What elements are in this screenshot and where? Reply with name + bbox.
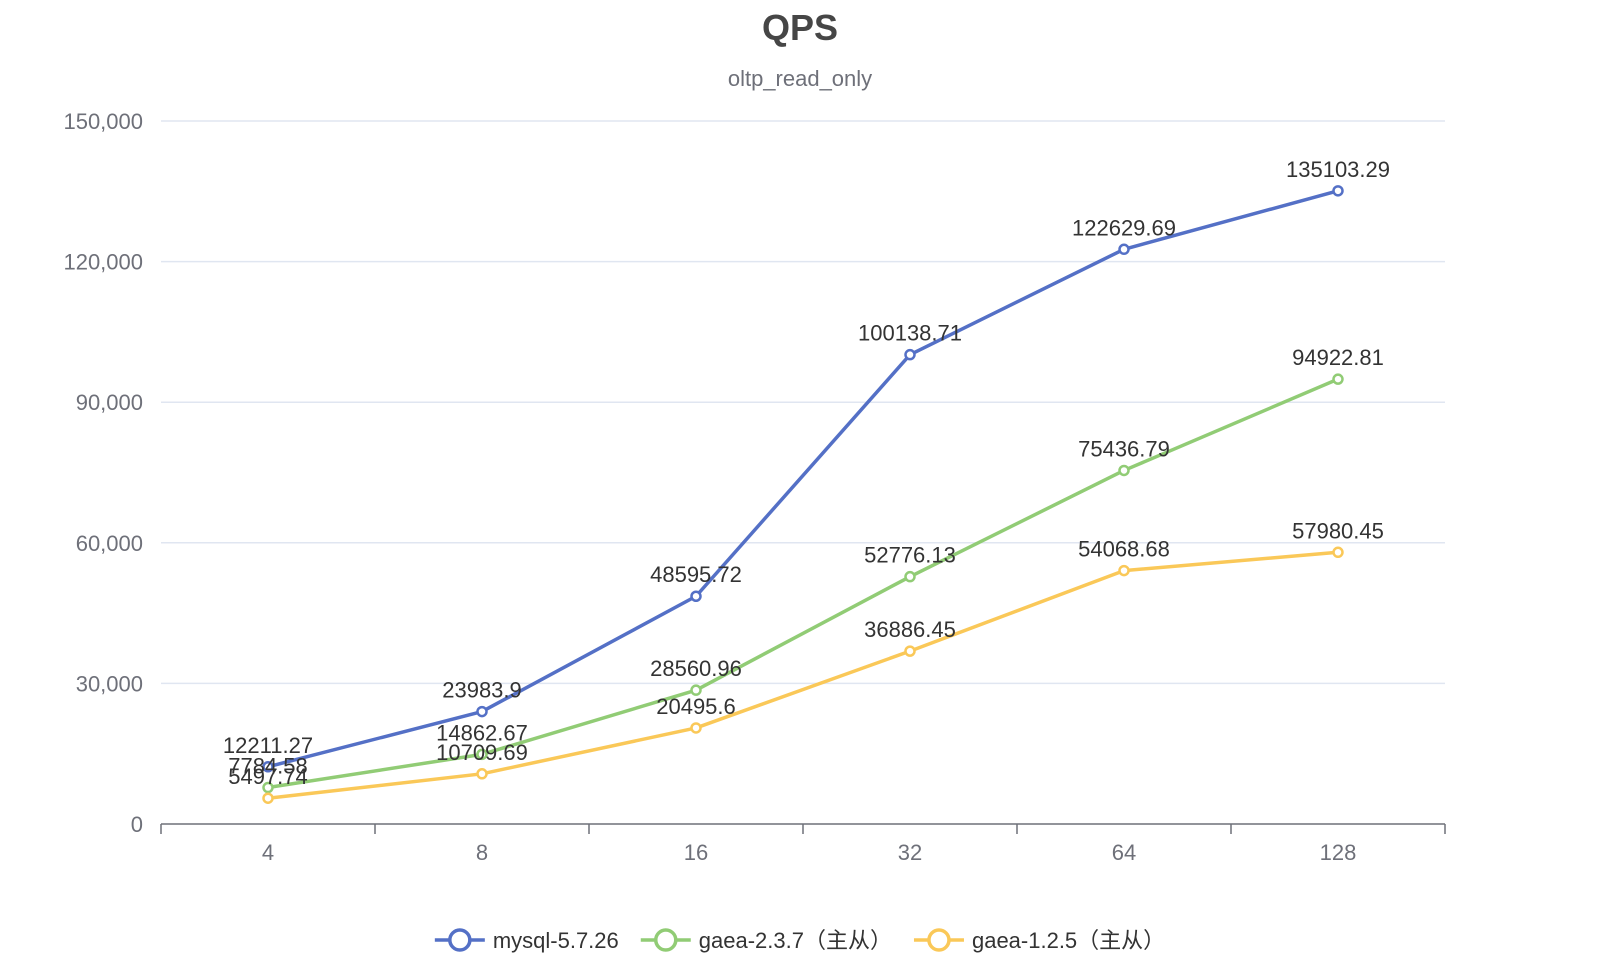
- legend-item[interactable]: gaea-2.3.7（主从）: [640, 928, 892, 953]
- data-point[interactable]: [262, 761, 274, 773]
- data-label: 100138.71: [858, 321, 962, 346]
- data-label: 12211.27: [223, 733, 313, 758]
- legend-circle-icon: [448, 928, 472, 952]
- data-point[interactable]: [1118, 464, 1130, 477]
- data-point[interactable]: [1332, 546, 1344, 559]
- data-label: 20495.6: [656, 694, 736, 719]
- data-label: 135103.29: [1286, 157, 1390, 182]
- y-tick-label: 90,000: [76, 390, 143, 415]
- x-tick-label: 8: [476, 840, 488, 865]
- series-line: [266, 550, 1340, 800]
- chart-title: QPS: [762, 7, 838, 48]
- legend-item[interactable]: gaea-1.2.5（主从）: [913, 928, 1165, 953]
- legend-label: gaea-1.2.5（主从）: [972, 928, 1165, 953]
- series-line: [266, 189, 1340, 769]
- data-label: 52776.13: [864, 543, 956, 568]
- data-point[interactable]: [1118, 564, 1130, 577]
- data-labels: 12211.27 23983.9 48595.72 100138.71 122629.6…: [223, 157, 1390, 789]
- data-point[interactable]: [690, 590, 702, 602]
- x-tick-label: 32: [898, 840, 922, 865]
- x-tick-label: 4: [262, 840, 274, 865]
- legend: mysql-5.7.26 gaea-2.3.7（主从） gaea-1.2.5（主从）: [434, 928, 1165, 953]
- data-point[interactable]: [476, 768, 488, 780]
- y-tick-label: 60,000: [76, 531, 143, 556]
- legend-label: mysql-5.7.26: [493, 928, 619, 953]
- legend-label: gaea-2.3.7（主从）: [699, 928, 892, 953]
- y-tick-label: 120,000: [63, 250, 143, 275]
- data-point[interactable]: [262, 792, 274, 804]
- legend-item[interactable]: mysql-5.7.26: [434, 928, 619, 953]
- data-point[interactable]: [1332, 185, 1344, 197]
- axes: 0 30,000 60,000 90,000 120,000 150,000 4 8 16 32 6…: [63, 109, 1446, 865]
- data-label: 14862.67: [436, 720, 528, 745]
- x-tick-label: 64: [1112, 840, 1136, 865]
- y-tick-label: 30,000: [76, 671, 143, 696]
- data-label: 54068.68: [1078, 537, 1170, 562]
- data-point[interactable]: [476, 705, 488, 718]
- data-point[interactable]: [1332, 373, 1344, 385]
- data-label: 10709.69: [436, 740, 528, 765]
- data-label: 57980.45: [1292, 518, 1384, 543]
- data-label: 28560.96: [650, 656, 742, 681]
- data-label: 75436.79: [1078, 436, 1170, 461]
- data-point[interactable]: [476, 748, 488, 761]
- x-tick-label: 128: [1320, 840, 1357, 865]
- data-point[interactable]: [904, 348, 916, 361]
- data-point[interactable]: [904, 645, 916, 657]
- data-label: 122629.69: [1072, 215, 1176, 240]
- data-point[interactable]: [690, 684, 702, 696]
- chart-subtitle: oltp_read_only: [728, 66, 872, 91]
- data-label: 7784.58: [228, 754, 308, 779]
- y-tick-label: 0: [131, 812, 143, 837]
- data-label: 23983.9: [442, 678, 522, 703]
- legend-circle-icon: [927, 928, 951, 952]
- x-tick-label: 16: [684, 840, 708, 865]
- data-point[interactable]: [904, 570, 916, 583]
- y-tick-label: 150,000: [63, 109, 143, 134]
- data-point[interactable]: [262, 781, 274, 794]
- data-label: 5497.74: [228, 764, 308, 789]
- legend-circle-icon: [654, 928, 678, 952]
- grid-lines: [161, 120, 1445, 685]
- data-label: 36886.45: [864, 617, 956, 642]
- data-label: 48595.72: [650, 562, 742, 587]
- series-line: [266, 377, 1340, 790]
- data-point[interactable]: [690, 722, 702, 734]
- data-label: 94922.81: [1292, 345, 1384, 370]
- data-point[interactable]: [1118, 243, 1130, 256]
- series-lines: [262, 185, 1344, 804]
